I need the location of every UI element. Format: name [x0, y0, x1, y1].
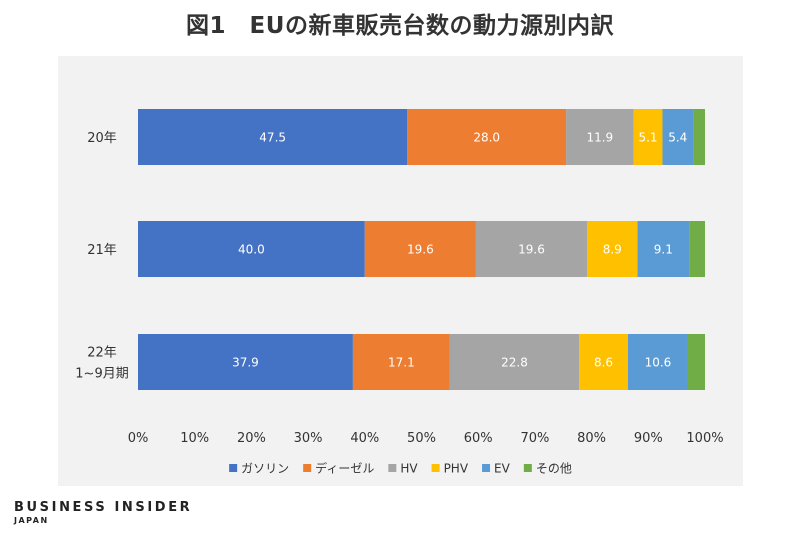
- legend-label: ディーゼル: [315, 461, 374, 476]
- x-tick-label: 90%: [634, 431, 663, 446]
- bar-segment: [475, 221, 588, 277]
- bar-segment: [587, 221, 638, 277]
- bar-segment: [364, 221, 476, 277]
- x-tick-label: 30%: [294, 431, 323, 446]
- bar-segment: [662, 109, 694, 165]
- x-tick-label: 50%: [407, 431, 436, 446]
- bar-segment: [138, 334, 353, 390]
- bar-segment: [138, 109, 408, 165]
- chart-area: 47.5 28.0 11.9 5.1 5.4 20年 40.0 19.6 19.6 8.9 9.1 2…: [58, 56, 743, 486]
- legend-swatch: [388, 464, 397, 472]
- data-label: 28.0: [473, 131, 500, 145]
- bar-segment: [693, 109, 705, 165]
- bar-segment: [352, 334, 450, 390]
- x-tick-label: 70%: [520, 431, 549, 446]
- category-label: 22年: [87, 346, 117, 361]
- category-label: 1~9月期: [75, 367, 128, 382]
- category-label: 20年: [87, 131, 117, 146]
- data-label: 11.9: [586, 131, 613, 145]
- bar-segment: [407, 109, 567, 165]
- x-tick-label: 60%: [464, 431, 493, 446]
- legend-swatch: [229, 464, 238, 472]
- brand-name: BUSINESS INSIDER: [14, 500, 193, 515]
- data-label: 8.9: [603, 243, 622, 257]
- bar-segment: [138, 221, 365, 277]
- x-tick-label: 80%: [577, 431, 606, 446]
- data-label: 19.6: [518, 243, 545, 257]
- legend-swatch: [523, 464, 532, 472]
- x-tick-label: 20%: [237, 431, 266, 446]
- category-label: 21年: [87, 243, 117, 258]
- legend-swatch: [482, 464, 491, 472]
- data-label: 37.9: [232, 356, 259, 370]
- data-label: 40.0: [238, 243, 265, 257]
- legend-swatch: [303, 464, 312, 472]
- data-label: 5.1: [638, 131, 657, 145]
- data-label: 22.8: [501, 356, 528, 370]
- bar-segment: [579, 334, 628, 390]
- bar-segment: [566, 109, 634, 165]
- data-label: 10.6: [645, 356, 672, 370]
- x-tick-label: 100%: [686, 431, 723, 446]
- chart-title: 図1 EUの新車販売台数の動力源別内訳: [186, 13, 614, 39]
- brand-logo: BUSINESS INSIDER JAPAN: [14, 500, 192, 525]
- bar-segment: [627, 334, 688, 390]
- bar-segment: [449, 334, 580, 390]
- data-label: 9.1: [654, 243, 673, 257]
- legend-label: EV: [494, 462, 511, 476]
- legend-label: HV: [400, 462, 418, 476]
- data-label: 19.6: [407, 243, 434, 257]
- data-label: 8.6: [594, 356, 613, 370]
- legend-swatch: [431, 464, 440, 472]
- x-tick-label: 0%: [128, 431, 149, 446]
- bar-segment: [637, 221, 690, 277]
- brand-region: JAPAN: [14, 516, 49, 525]
- x-tick-label: 40%: [350, 431, 379, 446]
- stacked-bar-chart: 47.5 28.0 11.9 5.1 5.4 20年 40.0 19.6 19.6 8.9 9.1 2…: [75, 109, 724, 476]
- data-label: 5.4: [668, 131, 687, 145]
- data-label: 47.5: [259, 131, 286, 145]
- legend-label: その他: [536, 462, 572, 476]
- bar-segment: [687, 334, 705, 390]
- legend-label: ガソリン: [241, 462, 289, 476]
- x-tick-label: 10%: [180, 431, 209, 446]
- bar-segment: [689, 221, 705, 277]
- data-label: 17.1: [388, 356, 415, 370]
- legend-label: PHV: [444, 462, 469, 476]
- bar-segment: [633, 109, 663, 165]
